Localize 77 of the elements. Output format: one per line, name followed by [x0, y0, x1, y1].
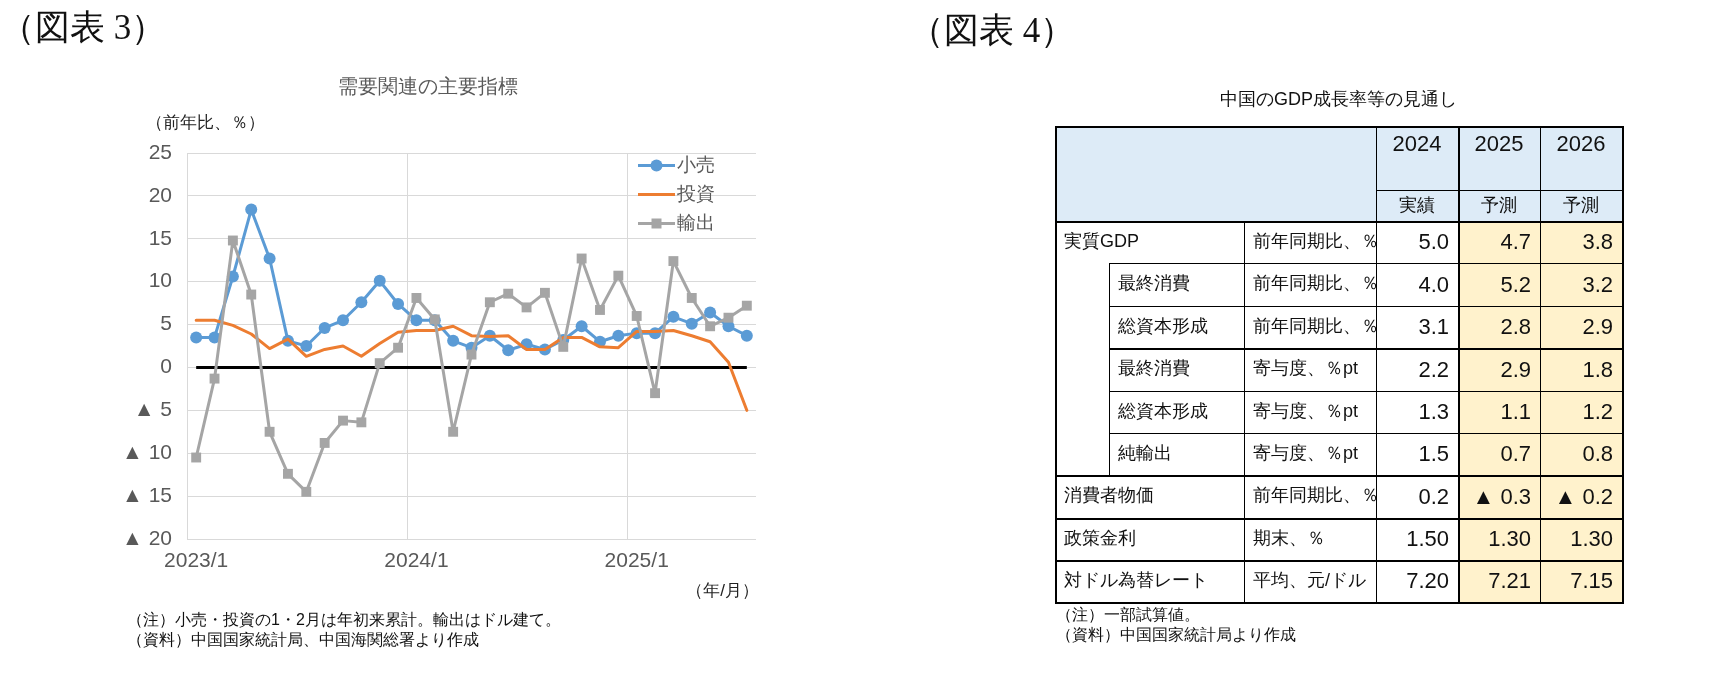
text: 3.2: [1582, 271, 1613, 297]
y-tick-label: 15: [148, 225, 172, 249]
text: （図表 3）: [0, 8, 167, 47]
category-label: 寄与度、％pt: [1253, 358, 1359, 379]
category-label: 最終消費: [1118, 358, 1190, 379]
text: 1.50: [1406, 526, 1449, 552]
text: 1.3: [1418, 399, 1449, 425]
text: 2.2: [1418, 356, 1449, 382]
text: （資料）中国国家統計局、中国海関総署より作成: [127, 630, 479, 650]
text: 予測: [1563, 195, 1599, 216]
y-axis-title: （前年比、％）: [146, 112, 265, 132]
y-tick-label: 0: [160, 354, 172, 378]
x-tick-label: 2025/1: [604, 548, 669, 572]
text: 5.2: [1500, 271, 1531, 297]
category-label: 前年同期比、％: [1253, 315, 1379, 336]
text: 2.9: [1500, 356, 1531, 382]
text: 1.2: [1582, 399, 1613, 425]
text: 2.9: [1582, 314, 1613, 340]
text: 3.8: [1582, 229, 1613, 255]
category-label: 総資本形成: [1118, 315, 1208, 336]
text: 7.15: [1570, 568, 1613, 594]
category-label: 寄与度、％pt: [1253, 400, 1359, 421]
y-tick-label: 5: [160, 311, 172, 335]
category-label: 対ドル為替レート: [1064, 569, 1208, 590]
text: 2.8: [1500, 314, 1531, 340]
y-tick-label: ▲ 20: [122, 525, 172, 549]
text: （注）小売・投資の1・2月は年初来累計。輸出はドル建て。: [127, 610, 561, 630]
category-label: 2025: [1474, 130, 1524, 156]
category-label: 期末、％: [1253, 527, 1325, 548]
text: 1.1: [1500, 399, 1531, 425]
text: 4.0: [1418, 271, 1449, 297]
text: 中国のGDP成長率等の見通し: [1219, 88, 1458, 109]
category-label: 2024: [1392, 130, 1442, 156]
x-tick-label: 2024/1: [384, 548, 449, 572]
text: 1.30: [1488, 526, 1531, 552]
y-tick-label: 25: [148, 139, 172, 163]
text: 1.30: [1570, 526, 1613, 552]
y-tick-label: 20: [148, 182, 172, 206]
category-label: 前年同期比、％: [1253, 273, 1379, 294]
x-tick-label: 2023/1: [164, 548, 229, 572]
text: 1.8: [1582, 356, 1613, 382]
legend-label: 小売: [677, 153, 715, 175]
text: 7.20: [1406, 568, 1449, 594]
category-label: 純輸出: [1118, 442, 1172, 463]
text: （注）一部試算値。: [1056, 605, 1200, 625]
y-tick-label: ▲ 5: [133, 397, 172, 421]
category-label: 総資本形成: [1118, 400, 1208, 421]
category-label: 政策金利: [1064, 527, 1136, 548]
text: 5.0: [1418, 229, 1449, 255]
text: 予測: [1481, 195, 1517, 216]
legend-label: 投資: [676, 182, 715, 204]
x-axis-title: （年/月）: [686, 580, 759, 600]
text: 3.1: [1418, 314, 1449, 340]
text: 0.8: [1582, 441, 1613, 467]
text: （資料）中国国家統計局より作成: [1056, 625, 1296, 645]
text: （図表 4）: [909, 11, 1076, 50]
category-label: 消費者物価: [1064, 485, 1154, 506]
category-label: 平均、元/ドル: [1253, 569, 1367, 590]
text: 0.2: [1418, 483, 1449, 509]
y-tick-label: 10: [148, 268, 172, 292]
chart-title: 需要関連の主要指標: [338, 74, 518, 97]
category-label: 最終消費: [1118, 273, 1190, 294]
category-label: 寄与度、％pt: [1253, 442, 1359, 463]
category-label: 2026: [1556, 130, 1606, 156]
text: 0.7: [1500, 441, 1531, 467]
text: 1.5: [1418, 441, 1449, 467]
text: 実績: [1399, 195, 1435, 216]
y-tick-label: ▲ 10: [122, 440, 172, 464]
text: 4.7: [1500, 229, 1531, 255]
category-label: 実質GDP: [1064, 230, 1140, 251]
category-label: 前年同期比、％: [1253, 230, 1379, 251]
legend-label: 輸出: [677, 211, 715, 233]
text: 7.21: [1488, 568, 1531, 594]
y-tick-label: ▲ 15: [122, 482, 172, 506]
text: ▲ 0.2: [1554, 483, 1613, 509]
text: ▲ 0.3: [1472, 483, 1531, 509]
category-label: 前年同期比、％: [1253, 485, 1379, 506]
